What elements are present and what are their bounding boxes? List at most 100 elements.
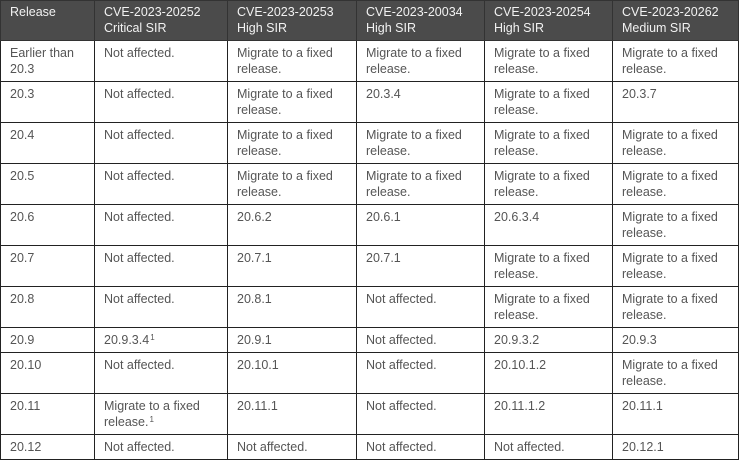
column-header: CVE-2023-20254 High SIR (484, 0, 613, 41)
table-cell: Earlier than 20.3 (0, 40, 95, 82)
cell-text: Migrate to a fixed release. (237, 128, 333, 158)
header-severity: High SIR (237, 21, 288, 35)
cell-text: Migrate to a fixed release. (237, 46, 333, 76)
cell-text: 20.9.1 (237, 333, 272, 347)
table-cell: 20.8 (0, 286, 95, 328)
cell-text: 20.10 (10, 358, 42, 372)
table-cell: Not affected. (356, 393, 485, 435)
table-cell: Migrate to a fixed release. (484, 286, 613, 328)
table-cell: 20.9.3.2 (484, 327, 613, 353)
table-cell: Migrate to a fixed release. (612, 122, 739, 164)
cell-text: Not affected. (104, 46, 175, 60)
cell-text: 20.7 (10, 251, 35, 265)
table-cell: Not affected. (484, 434, 613, 460)
cell-text: 20.11 (10, 399, 41, 413)
cell-text: 20.9.3.4 (104, 333, 150, 347)
column-header: CVE-2023-20252 Critical SIR (94, 0, 228, 41)
table-row: 20.6 Not affected. 20.6.2 20.6.1 20.6.3.4 Mig… (0, 204, 739, 246)
table-cell: Not affected. (94, 204, 228, 246)
cell-text: Migrate to a fixed release. (366, 128, 462, 158)
cell-text: 20.6.3.4 (494, 210, 540, 224)
cell-text: 20.6.2 (237, 210, 272, 224)
header-row: Release CVE-2023-20252 Critical SIR CVE-202… (0, 0, 739, 41)
header-severity: High SIR (366, 21, 417, 35)
cell-text: Not affected. (494, 440, 565, 454)
footnote-marker[interactable]: 1 (150, 333, 155, 342)
table-cell: Not affected. (227, 434, 357, 460)
cell-text: Not affected. (104, 128, 175, 142)
table-cell: 20.11.1 (227, 393, 357, 435)
cell-text: 20.10.1 (237, 358, 279, 372)
table-cell: 20.7.1 (227, 245, 357, 287)
table-cell: Not affected. (356, 327, 485, 353)
table-cell: Migrate to a fixed release. (484, 122, 613, 164)
table-cell: 20.4 (0, 122, 95, 164)
table-cell: 20.9.3.41 (94, 327, 228, 353)
table-row: 20.4 Not affected. Migrate to a fixed rele… (0, 122, 739, 164)
cell-text: Migrate to a fixed release. (494, 87, 590, 117)
table-cell: 20.3.7 (612, 81, 739, 123)
table-cell: Migrate to a fixed release. (484, 163, 613, 205)
cell-text: 20.11.1.2 (494, 399, 546, 413)
table-cell: Migrate to a fixed release. (356, 122, 485, 164)
cell-text: Migrate to a fixed release. (366, 46, 462, 76)
cell-text: 20.12.1 (622, 440, 664, 454)
cell-text: 20.9.3.2 (494, 333, 540, 347)
cell-text: Migrate to a fixed release. (104, 399, 200, 429)
table-row: 20.3 Not affected. Migrate to a fixed rele… (0, 81, 739, 123)
cell-text: Not affected. (104, 440, 175, 454)
table-cell: 20.12 (0, 434, 95, 460)
cell-text: 20.3.7 (622, 87, 657, 101)
table-row: 20.8 Not affected. 20.8.1 Not affected. Migr… (0, 286, 739, 328)
cell-text: Not affected. (104, 169, 175, 183)
cell-text: Not affected. (366, 333, 437, 347)
table-cell: 20.10 (0, 352, 95, 394)
table-cell: 20.6.2 (227, 204, 357, 246)
cell-text: Migrate to a fixed release. (494, 128, 590, 158)
table-cell: 20.9 (0, 327, 95, 353)
table-cell: Not affected. (94, 163, 228, 205)
table-cell: 20.3 (0, 81, 95, 123)
cell-text: Migrate to a fixed release. (622, 251, 718, 281)
cell-text: Earlier than 20.3 (10, 46, 74, 76)
cell-text: Not affected. (104, 292, 175, 306)
table-cell: Migrate to a fixed release. (484, 40, 613, 82)
table-cell: Not affected. (356, 434, 485, 460)
cell-text: 20.9.3 (622, 333, 657, 347)
table-cell: 20.6.1 (356, 204, 485, 246)
table-row: 20.12 Not affected. Not affected. Not affec… (0, 434, 739, 460)
column-header: Release (0, 0, 95, 41)
cell-text: Not affected. (104, 358, 175, 372)
cell-text: 20.6.1 (366, 210, 401, 224)
table-cell: Not affected. (94, 352, 228, 394)
cell-text: Migrate to a fixed release. (622, 210, 718, 240)
cell-text: Not affected. (104, 210, 175, 224)
footnote-marker[interactable]: 1 (149, 415, 154, 424)
table-cell: Migrate to a fixed release. (612, 40, 739, 82)
table-cell: 20.7 (0, 245, 95, 287)
table-row: 20.5 Not affected. Migrate to a fixed rele… (0, 163, 739, 205)
table-cell: 20.5 (0, 163, 95, 205)
cell-text: Migrate to a fixed release. (237, 87, 333, 117)
table-cell: 20.9.1 (227, 327, 357, 353)
table-cell: Migrate to a fixed release. (227, 40, 357, 82)
table-cell: 20.12.1 (612, 434, 739, 460)
table-cell: Not affected. (94, 122, 228, 164)
cell-text: Migrate to a fixed release. (622, 128, 718, 158)
cell-text: 20.4 (10, 128, 35, 142)
cell-text: Migrate to a fixed release. (366, 169, 462, 199)
cell-text: Not affected. (366, 292, 437, 306)
table-cell: 20.10.1.2 (484, 352, 613, 394)
table-cell: 20.11.1 (612, 393, 739, 435)
table-row: 20.7 Not affected. 20.7.1 20.7.1 Migrate to … (0, 245, 739, 287)
cell-text: Migrate to a fixed release. (622, 292, 718, 322)
cell-text: Migrate to a fixed release. (494, 169, 590, 199)
table-cell: 20.9.3 (612, 327, 739, 353)
cell-text: Not affected. (366, 399, 437, 413)
cell-text: Migrate to a fixed release. (622, 169, 718, 199)
header-title: CVE-2023-20254 (494, 5, 591, 19)
table-cell: Migrate to a fixed release. (612, 245, 739, 287)
table-cell: Migrate to a fixed release. (227, 122, 357, 164)
table-cell: Migrate to a fixed release.1 (94, 393, 228, 435)
